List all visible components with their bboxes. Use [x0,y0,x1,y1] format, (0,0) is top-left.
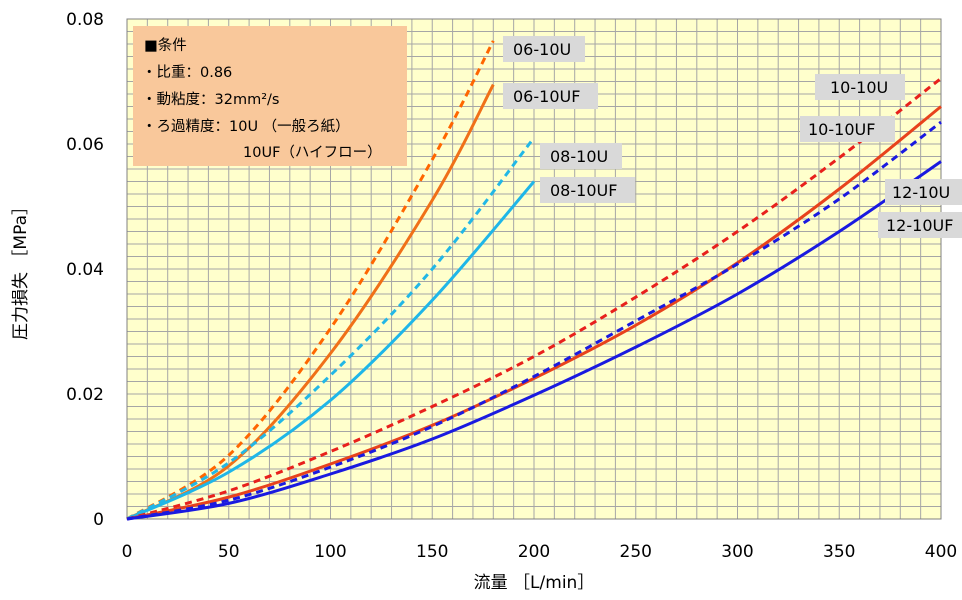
y-tick-label: 0.06 [66,135,104,155]
series-line-10-10UF [126,105,942,521]
label-08-10UF: 08-10UF [540,177,635,203]
plot-frame [126,18,942,520]
conditions-line-3: ・ろ過精度：10U （一般ろ紙） [142,118,350,135]
x-tick-label: 150 [416,542,448,562]
y-tick-label: 0 [93,510,104,530]
x-tick-label: 400 [925,542,957,562]
label-10-10UF: 10-10UF [800,116,895,142]
series-line-08-10U [126,136,536,521]
series-line-12-10U [126,120,942,521]
x-axis-title: 流量 ［L/min］ [474,573,595,593]
label-06-10UF: 06-10UF [503,83,598,109]
series-line-10-10U [126,77,942,521]
x-tick-label: 50 [218,542,240,562]
series-line-06-10UF [126,83,495,521]
y-tick-label: 0.02 [66,385,104,405]
label-08-10U: 08-10U [540,143,622,169]
y-tick-label: 0.08 [66,10,104,30]
conditions-line-2: ・動粘度：32mm²/s [142,91,279,108]
conditions-background [133,26,407,166]
label-06-10U-text: 06-10U [513,40,571,59]
x-tick-label: 350 [823,542,855,562]
conditions-box: ■条件 ・比重：0.86 ・動粘度：32mm²/s ・ろ過精度：10U （一般ろ… [133,26,407,166]
label-12-10U-text: 12-10U [892,183,950,202]
label-12-10UF-text: 12-10UF [886,216,953,235]
label-12-10U: 12-10U [885,179,962,205]
conditions-line-1: ・比重：0.86 [142,64,232,81]
series-line-12-10UF [126,160,942,521]
label-12-10UF: 12-10UF [878,212,962,238]
series-line-06-10U [126,40,495,521]
conditions-line-4: 10UF（ハイフロー） [243,144,382,161]
series-line-08-10UF [126,180,536,521]
label-10-10UF-text: 10-10UF [808,120,875,139]
label-08-10UF-text: 08-10UF [550,181,617,200]
x-tick-label: 250 [620,542,652,562]
label-06-10U: 06-10U [503,36,585,62]
label-10-10U-text: 10-10U [830,78,888,97]
label-06-10UF-text: 06-10UF [513,87,580,106]
axes: 0 50 100 150 200 250 300 350 400 0 0.02 0.04 0.06 0.0… [66,10,957,562]
conditions-title: ■条件 [144,37,187,54]
series-labels: 06-10U 06-10UF 08-10U 08-10UF 10-10U 10-… [503,36,962,238]
label-08-10U-text: 08-10U [550,147,608,166]
x-tick-label: 0 [122,542,133,562]
y-axis-title: 圧力損失 ［MPa］ [11,198,31,340]
x-tick-label: 300 [721,542,753,562]
series-layer [126,40,942,521]
x-tick-label: 200 [518,542,550,562]
y-tick-label: 0.04 [66,260,104,280]
label-10-10U: 10-10U [815,74,905,100]
x-tick-label: 100 [314,542,346,562]
